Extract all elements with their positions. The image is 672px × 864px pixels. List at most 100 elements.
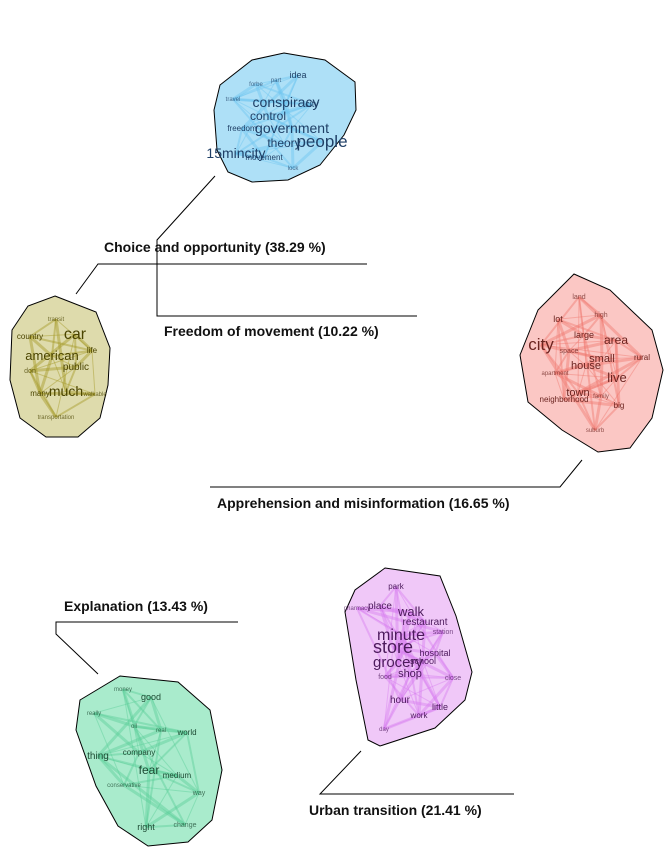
cluster-edge (399, 653, 436, 701)
word-apprehension-13: family (593, 394, 609, 400)
cluster-edge (384, 672, 411, 679)
cluster-edge (392, 647, 399, 663)
cluster-edge (232, 98, 269, 117)
word-urban-0: park (388, 582, 405, 591)
cluster-edge (39, 392, 96, 396)
cluster-explanation: money good really oil real world company thing f… (75, 675, 223, 847)
cluster-edge (578, 296, 602, 316)
word-apprehension-2: lot (553, 314, 563, 324)
cluster-edge (133, 725, 186, 826)
word-choice-6: don (24, 368, 36, 375)
cluster-urban-hull (344, 567, 473, 747)
word-freedom-0: idea (289, 70, 306, 80)
cluster-edge (232, 82, 257, 101)
cluster-edge (398, 631, 445, 701)
connector-urban (318, 750, 514, 795)
cluster-edge (540, 344, 643, 359)
cluster-edge (133, 696, 152, 727)
cluster-edge (418, 706, 441, 717)
word-explanation-8: fear (139, 763, 160, 777)
cluster-edge (235, 141, 285, 156)
cluster-edge (291, 140, 324, 170)
cluster-edge (554, 357, 603, 375)
cluster-edge (93, 712, 140, 754)
cluster-edge (29, 335, 53, 358)
cluster-edge (395, 585, 426, 623)
word-explanation-4: real (156, 728, 166, 734)
cluster-edge (615, 340, 618, 379)
word-choice-9: walkable (82, 392, 107, 398)
cluster-edge (392, 634, 402, 648)
cluster-apprehension-edges (539, 295, 644, 432)
word-freedom-1: part (271, 78, 282, 84)
word-choice-7: many (30, 389, 50, 398)
cluster-edge (395, 586, 412, 613)
cluster-edge (540, 296, 580, 346)
cluster-edge (577, 392, 620, 407)
cluster-edge (285, 102, 313, 105)
cluster-edge (410, 611, 454, 679)
cluster-edge (235, 128, 243, 155)
cluster-edge (97, 732, 188, 757)
cluster-edge (410, 611, 424, 662)
word-explanation-1: good (141, 692, 161, 702)
cluster-edge (356, 607, 401, 701)
cluster-edge (29, 370, 96, 395)
word-freedom-12: movement (245, 153, 283, 162)
cluster-edge (439, 677, 454, 708)
cluster-edge (397, 662, 420, 716)
cluster-edge (554, 373, 565, 400)
cluster-edge (235, 152, 265, 160)
word-urban-17: day (379, 727, 389, 733)
cluster-edge (577, 296, 580, 393)
cluster-edge (29, 370, 41, 395)
cluster-edge (232, 98, 287, 104)
cluster-edge (540, 344, 579, 394)
cluster-edge (568, 350, 587, 367)
cluster-edge (599, 314, 604, 359)
cluster-edge (74, 334, 77, 368)
cluster-edge (384, 621, 426, 678)
word-urban-9: school (410, 656, 436, 666)
cluster-edge (38, 392, 58, 419)
connector-lines (55, 175, 583, 795)
cluster-edge (378, 605, 395, 649)
cluster-edge (392, 646, 424, 663)
cluster-edge (577, 356, 643, 395)
cluster-edge (39, 366, 77, 395)
cluster-edge (554, 372, 618, 379)
cluster-edge (93, 696, 152, 714)
cluster-edge (74, 349, 94, 369)
cluster-edge (422, 661, 441, 708)
cluster-edge (267, 116, 285, 144)
cluster-edge (383, 699, 401, 730)
word-freedom-3: travel (226, 97, 241, 103)
cluster-edge (379, 604, 426, 624)
cluster-edge (379, 605, 441, 708)
cluster-edge (97, 755, 178, 777)
cluster-edge (51, 355, 77, 368)
cluster-edge (557, 318, 617, 342)
cluster-edge (356, 606, 412, 614)
cluster-edge (600, 314, 620, 406)
cluster-edge (235, 103, 313, 155)
cluster-apprehension-words: land high lot large city area space small rural h… (528, 294, 650, 434)
cluster-edge (29, 333, 76, 338)
cluster-edge (600, 395, 620, 407)
cluster-edge (93, 712, 188, 734)
word-freedom-4: conspiracy (253, 94, 320, 110)
cluster-edge (383, 661, 400, 678)
cluster-edge (585, 356, 643, 368)
cluster-edge (97, 755, 150, 771)
cluster-edge (540, 313, 602, 347)
cluster-edge (392, 620, 426, 649)
word-explanation-7: thing (87, 751, 109, 762)
word-apprehension-14: neighborhood (540, 395, 589, 404)
cluster-edge (93, 711, 135, 728)
connector-explanation (55, 621, 238, 675)
cluster-edge (397, 635, 402, 663)
label-urban: Urban transition (21.41 %) (309, 802, 482, 818)
cluster-edge (55, 334, 76, 418)
cluster-edge (263, 102, 287, 158)
